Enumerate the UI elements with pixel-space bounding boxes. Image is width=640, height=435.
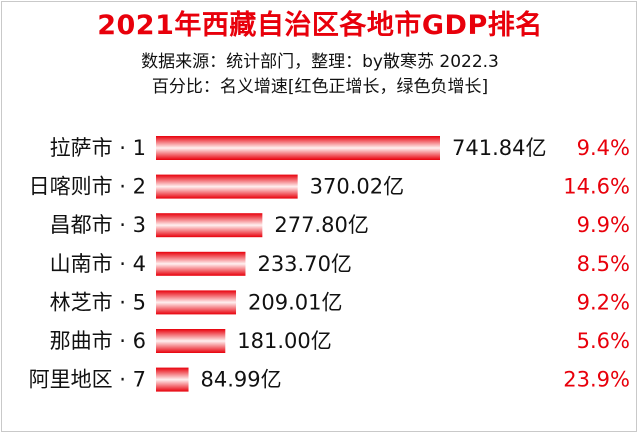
chart-subtitle-note: 百分比：名义增速[红色正增长，绿色负增长] [151,77,489,97]
category-label: 日喀则市 · 2 [29,175,146,199]
chart-title: 2021年西藏自治区各地市GDP排名 [97,10,543,41]
category-label: 拉萨市 · 1 [50,136,146,160]
growth-label: 9.4% [577,136,630,160]
category-label: 阿里地区 · 7 [29,368,146,392]
category-label: 那曲市 · 6 [50,329,146,353]
category-label: 林芝市 · 5 [50,290,146,314]
value-label: 233.70亿 [257,252,351,276]
value-label: 277.80亿 [274,213,368,237]
bar [156,367,189,392]
bars-layer: 拉萨市 · 1 741.84亿 9.4% 日喀则市 · 2 370.02亿 14.6% 昌都… [29,136,630,392]
growth-label: 9.2% [577,290,630,314]
growth-label: 8.5% [577,252,630,276]
growth-label: 5.6% [577,329,630,353]
bar [156,329,226,353]
bar [156,290,237,315]
value-label: 741.84亿 [452,136,546,160]
value-label: 370.02亿 [310,175,404,199]
growth-label: 14.6% [563,175,630,199]
category-label: 昌都市 · 3 [50,213,146,237]
bar [156,174,298,199]
bar [156,213,263,238]
growth-label: 23.9% [563,368,630,392]
value-label: 84.99亿 [201,368,282,392]
bar [156,251,246,276]
bar [156,136,440,160]
growth-label: 9.9% [577,213,630,237]
category-label: 山南市 · 4 [50,252,146,276]
value-label: 209.01亿 [248,290,342,314]
value-label: 181.00亿 [237,329,331,353]
chart-subtitle-source: 数据来源：统计部门，整理：by散寒苏 2022.3 [141,52,499,72]
